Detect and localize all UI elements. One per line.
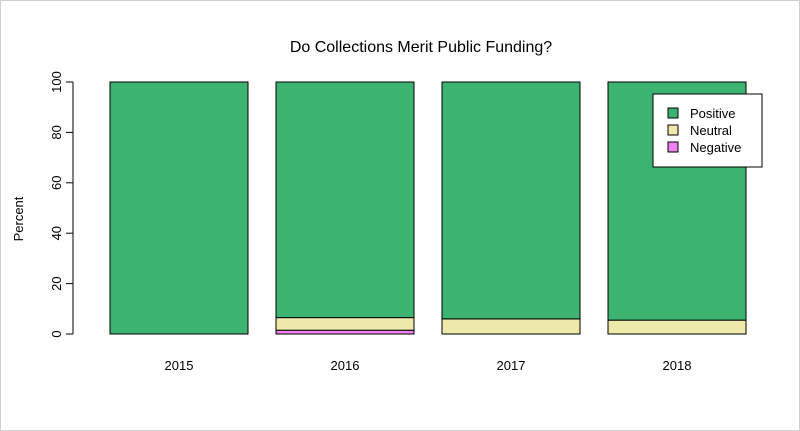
y-tick-label: 20 — [49, 276, 64, 290]
bar-neutral-2016 — [275, 317, 415, 331]
legend-label-positive: Positive — [690, 106, 736, 121]
y-tick-label: 0 — [49, 330, 64, 337]
legend-swatch-positive — [667, 107, 679, 119]
bar-positive-2017 — [441, 81, 581, 320]
x-axis-tick-labels: 2015 2016 2017 2018 — [165, 358, 692, 373]
y-axis-label: Percent — [11, 196, 26, 241]
chart-title: Do Collections Merit Public Funding? — [290, 39, 552, 56]
bar-neutral-2018 — [607, 319, 747, 335]
bar-positive-2016 — [275, 81, 415, 319]
x-tick-label: 2016 — [331, 358, 360, 373]
legend-swatch-neutral — [667, 124, 679, 136]
y-tick-label: 60 — [49, 176, 64, 190]
bar-positive-2015 — [109, 81, 249, 335]
legend-label-neutral: Neutral — [690, 123, 732, 138]
legend-swatch-negative — [667, 141, 679, 153]
y-axis: 0 20 40 60 80 100 — [49, 71, 74, 338]
bar-neutral-2017 — [441, 318, 581, 335]
y-tick-label: 80 — [49, 125, 64, 139]
y-tick-label: 40 — [49, 226, 64, 240]
y-tick-label: 100 — [49, 71, 64, 93]
bars-group — [109, 81, 747, 335]
x-tick-label: 2017 — [497, 358, 526, 373]
x-tick-label: 2018 — [663, 358, 692, 373]
bar-negative-2016 — [275, 329, 415, 335]
x-tick-label: 2015 — [165, 358, 194, 373]
legend: Positive Neutral Negative — [652, 93, 763, 168]
legend-label-negative: Negative — [690, 140, 741, 155]
